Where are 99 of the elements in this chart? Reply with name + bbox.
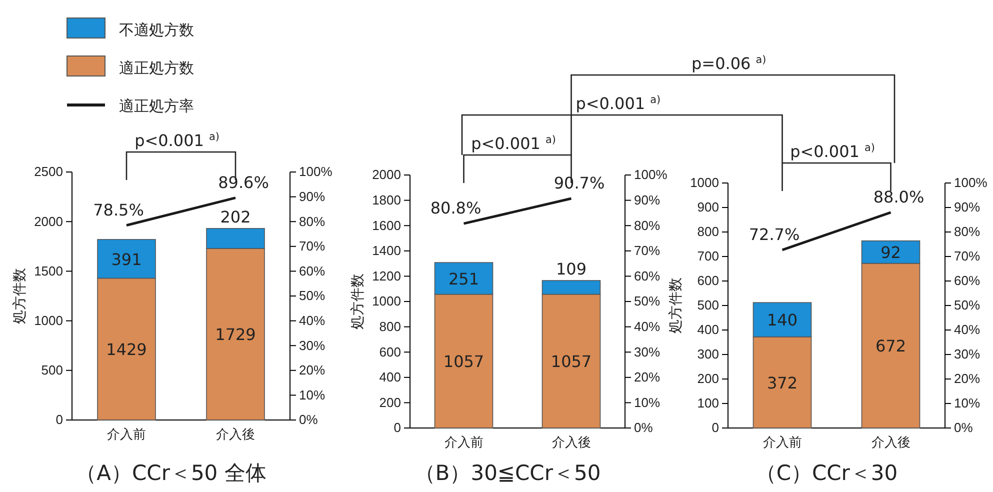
- legend-label: 適正処方数: [119, 59, 194, 77]
- y-tick-label: 500: [41, 362, 63, 378]
- y2-tick-label: 90%: [299, 188, 326, 204]
- y2-tick-label: 70%: [954, 248, 980, 264]
- y-tick-label: 1400: [372, 243, 401, 258]
- y2-tick-label: 0%: [634, 420, 654, 436]
- data-label: 202: [220, 207, 251, 226]
- legend-label: 適正処方率: [119, 97, 194, 115]
- y2-tick-label: 80%: [954, 224, 980, 240]
- text: （A）CCr＜50 全体: [76, 461, 266, 485]
- data-label: 672: [875, 336, 906, 356]
- data-label: 1729: [215, 325, 256, 344]
- y2-tick-label: 30%: [299, 338, 326, 353]
- data-label: 372: [766, 373, 798, 392]
- text: p<0.001 $^{a)}$: [790, 142, 875, 161]
- x-tick-label: 介入後: [552, 434, 591, 450]
- y-tick-label: 2500: [34, 164, 63, 180]
- y-tick-label: 300: [697, 346, 719, 362]
- y2-tick-label: 80%: [299, 214, 326, 229]
- text: （B）30≦CCr＜50: [414, 461, 601, 485]
- text: p<0.001 $^{a)}$: [576, 94, 661, 113]
- y2-tick-label: 10%: [954, 396, 980, 411]
- y-tick-label: 1500: [34, 263, 63, 278]
- y2-tick-label: 60%: [634, 268, 660, 284]
- data-label: 1057: [550, 352, 592, 372]
- y2-tick-label: 100%: [954, 175, 988, 190]
- data-label: 140: [766, 310, 798, 330]
- y2-tick-label: 60%: [954, 273, 980, 288]
- y2-tick-label: 30%: [954, 346, 980, 362]
- data-label: 78.5%: [93, 200, 144, 220]
- x-tick-label: 介入前: [444, 434, 484, 450]
- y-tick-label: 900: [697, 200, 719, 215]
- y2-tick-label: 40%: [954, 322, 980, 338]
- y2-tick-label: 50%: [954, 298, 980, 313]
- y2-tick-label: 60%: [299, 263, 326, 278]
- y-tick-label: 500: [697, 298, 719, 313]
- y2-tick-label: 20%: [634, 370, 660, 385]
- text: p=0.06 $^{a)}$: [692, 54, 766, 73]
- y-tick-label: 700: [697, 248, 719, 264]
- y-axis-title: 処方件数: [12, 268, 28, 324]
- y-tick-label: 1200: [372, 268, 401, 284]
- data-label: 92: [880, 243, 901, 262]
- text: p<0.001 $^{a)}$: [134, 131, 220, 150]
- y2-tick-label: 50%: [634, 294, 660, 309]
- data-label: 109: [556, 260, 587, 278]
- data-label: 1057: [443, 352, 484, 372]
- data-label: 1429: [106, 340, 147, 360]
- y-tick-label: 0: [712, 420, 719, 436]
- y2-tick-label: 40%: [299, 312, 326, 328]
- y-tick-label: 2000: [34, 214, 63, 229]
- y2-tick-label: 100%: [634, 167, 668, 182]
- text: p<0.001 $^{a)}$: [471, 134, 556, 153]
- y-tick-label: 400: [697, 322, 719, 338]
- x-tick-label: 介入後: [871, 434, 910, 450]
- y2-tick-label: 30%: [634, 344, 660, 360]
- y-tick-label: 600: [697, 273, 719, 288]
- y2-tick-label: 40%: [634, 318, 660, 334]
- y2-tick-label: 50%: [299, 288, 326, 304]
- y-tick-label: 0: [56, 412, 63, 428]
- y2-tick-label: 10%: [634, 394, 660, 410]
- y2-tick-label: 0%: [299, 412, 318, 428]
- y2-tick-label: 0%: [954, 420, 974, 436]
- data-label: 72.7%: [748, 224, 800, 244]
- legend-label: 不適処方数: [119, 21, 194, 39]
- y2-tick-label: 20%: [954, 371, 980, 386]
- y-tick-label: 200: [379, 394, 401, 410]
- y2-tick-label: 90%: [954, 200, 980, 215]
- data-label: 251: [448, 269, 480, 288]
- y2-tick-label: 10%: [299, 387, 326, 402]
- y-tick-label: 100: [697, 396, 719, 411]
- y2-tick-label: 100%: [299, 164, 333, 180]
- y-tick-label: 1000: [690, 175, 719, 190]
- x-tick-label: 介入前: [107, 426, 146, 442]
- data-label: 90.7%: [554, 174, 605, 193]
- text: （C）CCr＜30: [755, 461, 898, 485]
- y-tick-label: 1000: [372, 294, 401, 309]
- data-label: 80.8%: [430, 198, 482, 218]
- y2-tick-label: 90%: [634, 192, 660, 208]
- y-tick-label: 0: [394, 420, 401, 436]
- y2-tick-label: 20%: [299, 362, 326, 378]
- y2-tick-label: 80%: [634, 218, 660, 233]
- y-tick-label: 200: [697, 371, 719, 386]
- y-axis-title: 処方件数: [350, 274, 366, 330]
- y-tick-label: 800: [697, 224, 719, 240]
- x-tick-label: 介入後: [216, 426, 255, 442]
- data-label: 89.6%: [218, 172, 269, 192]
- y2-tick-label: 70%: [634, 243, 660, 258]
- y-tick-label: 400: [379, 370, 401, 385]
- y-tick-label: 1600: [372, 218, 401, 233]
- y2-tick-label: 70%: [299, 238, 326, 254]
- y-axis-title: 処方件数: [668, 278, 684, 334]
- y-tick-label: 2000: [372, 167, 401, 182]
- x-tick-label: 介入前: [762, 434, 802, 450]
- y-tick-label: 1000: [34, 312, 63, 328]
- y-tick-label: 600: [379, 344, 401, 360]
- data-label: 88.0%: [873, 187, 924, 206]
- y-tick-label: 800: [379, 318, 401, 334]
- data-label: 391: [111, 250, 142, 269]
- y-tick-label: 1800: [372, 192, 401, 208]
